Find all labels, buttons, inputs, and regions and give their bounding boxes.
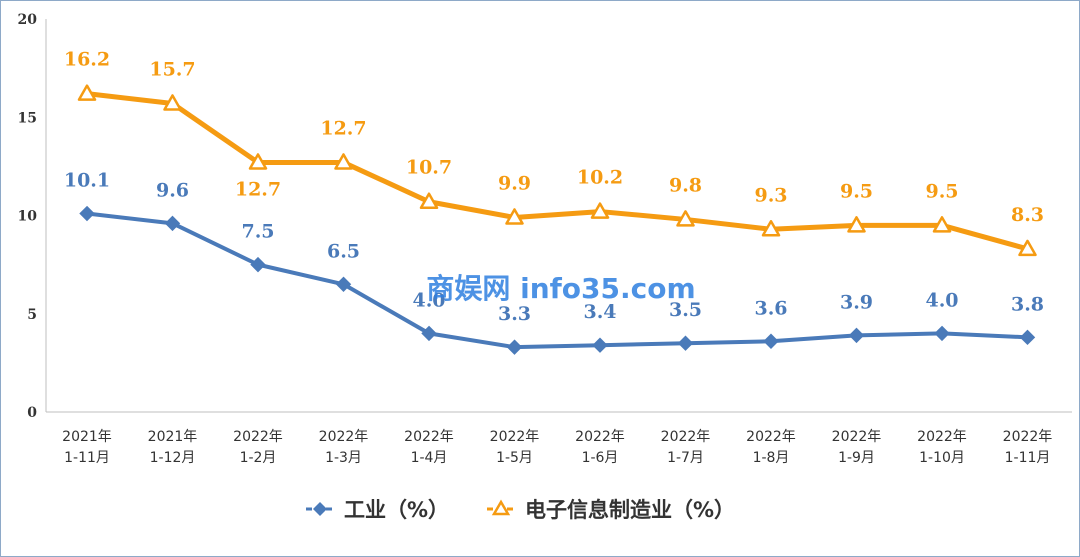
x-tick-label-period: 1-9月 [838, 450, 875, 466]
data-point-diamond [79, 205, 95, 222]
x-tick-label-year: 2021年 [148, 429, 198, 445]
x-tick-label-period: 1-11月 [64, 450, 110, 466]
x-tick-label-year: 2022年 [832, 429, 882, 445]
data-point-triangle [163, 94, 182, 111]
data-label: 3.9 [840, 291, 873, 313]
data-label: 4.0 [925, 289, 958, 311]
x-tick-label-period: 1-11月 [1005, 450, 1051, 466]
data-label: 4.0 [412, 289, 445, 311]
data-label: 10.2 [577, 167, 623, 189]
x-tick-label-period: 1-8月 [753, 450, 790, 466]
x-tick-label-year: 2022年 [746, 429, 796, 445]
legend-label: 工业（%） [344, 498, 449, 522]
data-label: 10.1 [64, 170, 110, 192]
data-point-diamond [848, 327, 865, 344]
data-label: 3.6 [754, 297, 787, 319]
data-label: 9.8 [669, 174, 702, 196]
data-point-diamond [164, 215, 181, 232]
data-label: 9.9 [498, 172, 531, 194]
data-label: 12.7 [320, 117, 366, 139]
data-label: 16.2 [64, 49, 110, 71]
y-tick-label: 20 [18, 12, 38, 28]
data-point-triangle [847, 216, 866, 233]
data-label: 12.7 [235, 178, 281, 200]
x-tick-label-period: 1-4月 [411, 450, 448, 466]
data-point-triangle [419, 192, 439, 209]
data-point-diamond [1019, 329, 1036, 346]
y-tick-label: 15 [18, 110, 37, 126]
x-tick-label-year: 2022年 [917, 429, 967, 445]
data-label: 3.3 [498, 303, 531, 325]
data-label: 7.5 [241, 221, 274, 243]
data-label: 8.3 [1011, 204, 1044, 226]
data-point-triangle [1018, 239, 1037, 257]
legend-label: 电子信息制造业（%） [525, 498, 735, 522]
data-point-triangle [248, 153, 268, 170]
legend-item: 电子信息制造业（%） [487, 498, 735, 522]
data-point-triangle [334, 153, 353, 170]
x-tick-label-year: 2022年 [490, 429, 540, 445]
data-label: 15.7 [149, 58, 195, 80]
data-point-diamond [335, 276, 352, 292]
data-label: 9.5 [840, 180, 873, 202]
data-point-triangle [590, 202, 610, 219]
data-point-diamond [421, 325, 437, 342]
data-label: 3.8 [1011, 293, 1044, 315]
x-tick-label-year: 2022年 [319, 429, 369, 445]
legend-marker-triangle [491, 499, 511, 516]
legend-marker-diamond [313, 502, 327, 516]
x-tick-label-period: 1-12月 [150, 450, 196, 466]
data-point-triangle [77, 84, 97, 101]
x-tick-label-period: 1-2月 [240, 450, 277, 466]
x-tick-label-year: 2022年 [233, 429, 283, 445]
data-point-diamond [934, 325, 950, 342]
data-point-diamond [506, 339, 523, 355]
data-label: 9.6 [156, 179, 189, 201]
data-point-triangle [761, 220, 781, 237]
data-point-triangle [932, 216, 952, 233]
y-tick-label: 0 [27, 405, 37, 421]
x-tick-label-year: 2022年 [404, 429, 454, 445]
legend-item: 工业（%） [306, 498, 449, 522]
legend: 工业（%） 电子信息制造业（%） [306, 498, 735, 522]
x-tick-label-period: 1-5月 [496, 450, 533, 466]
data-label: 9.5 [925, 180, 958, 202]
x-tick-label-year: 2021年 [62, 429, 112, 445]
data-point-diamond [250, 256, 266, 273]
series-industry: 10.1 9.6 7.5 6.5 4.0 3.3 3.4 3.5 3.6 3.9 4.0 3.8 [64, 170, 1044, 355]
data-label: 3.4 [583, 301, 616, 323]
x-tick-label-period: 1-3月 [325, 450, 362, 466]
data-point-triangle [676, 210, 695, 227]
x-tick-label-period: 1-10月 [919, 450, 965, 466]
x-tick-label-period: 1-7月 [667, 450, 704, 466]
series-line [85, 211, 1030, 350]
data-label: 6.5 [327, 240, 360, 262]
data-point-diamond [677, 335, 694, 351]
data-label: 10.7 [406, 157, 452, 179]
data-label: 9.3 [754, 184, 787, 206]
x-tick-label-year: 2022年 [661, 429, 711, 445]
x-tick-label-year: 2022年 [1003, 429, 1053, 445]
x-tick-label-period: 1-6月 [582, 450, 619, 466]
data-point-diamond [592, 337, 608, 353]
data-point-triangle [505, 208, 524, 225]
data-point-diamond [763, 333, 779, 349]
y-tick-label: 10 [18, 209, 38, 225]
y-tick-label: 5 [27, 307, 37, 323]
watermark-text: 商娱网 info35.com [426, 272, 695, 305]
data-label: 3.5 [669, 299, 702, 321]
x-tick-label-year: 2022年 [575, 429, 625, 445]
series-electronics: 16.2 15.7 12.7 12.7 10.7 9.9 10.2 9.8 9.3 9.5 9.5 8… [64, 49, 1044, 257]
series-line [84, 91, 1030, 252]
